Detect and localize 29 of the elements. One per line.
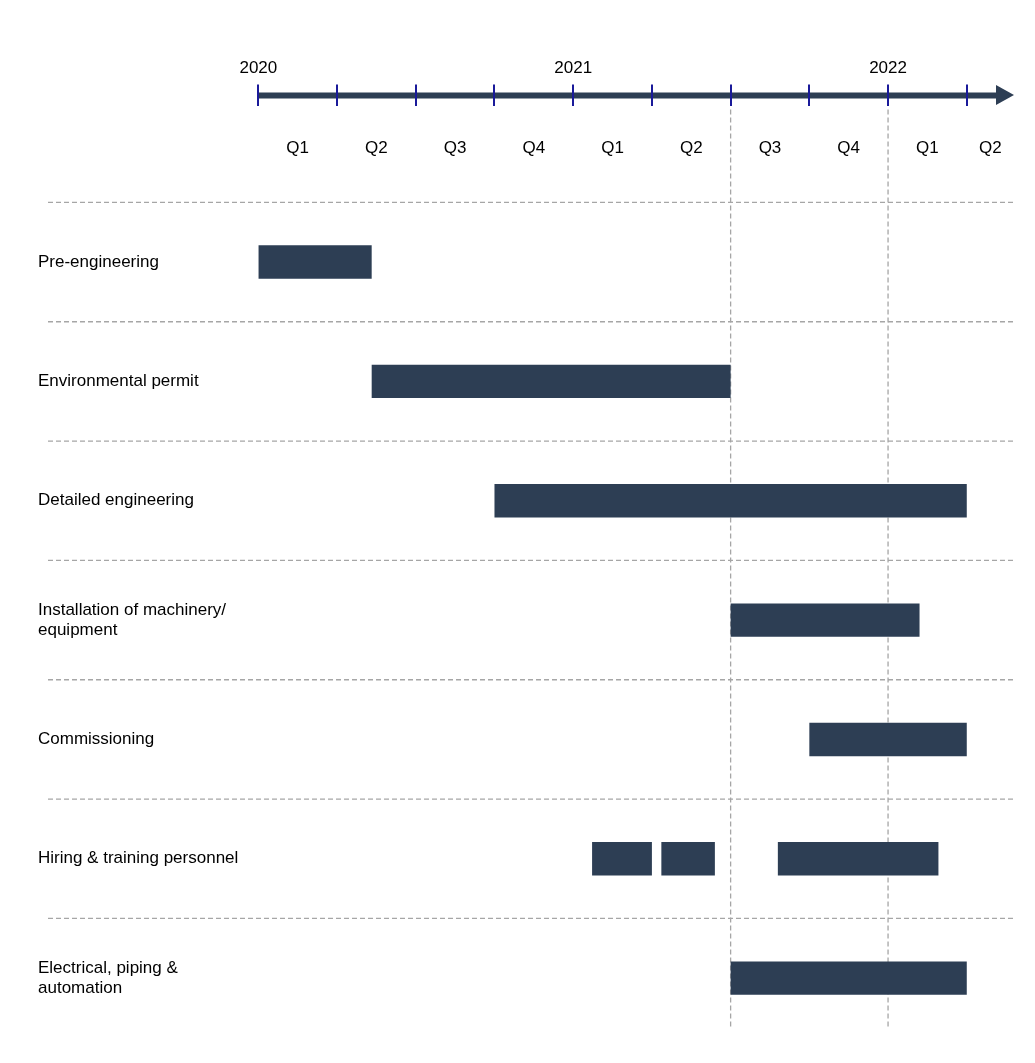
annotation: Q2 xyxy=(365,138,388,158)
bar xyxy=(730,603,920,637)
bar xyxy=(371,364,731,399)
annotation: Q3 xyxy=(443,138,467,158)
annotation: Q1 xyxy=(916,138,939,158)
y-tick-label: Environmental permit xyxy=(38,371,199,391)
y-tick-label: Pre-engineering xyxy=(38,251,159,271)
annotation: Q1 xyxy=(286,138,310,158)
bar xyxy=(809,722,967,757)
y-tick-label: Electrical, piping & automation xyxy=(38,957,179,998)
annotation: Q4 xyxy=(837,138,861,158)
bar xyxy=(730,961,967,995)
annotation: Q4 xyxy=(522,138,546,158)
bar xyxy=(494,484,967,518)
y-tick-label: Installation of machinery/ equipment xyxy=(38,599,227,639)
x-tick-label: 2021 xyxy=(554,57,593,77)
x-tick-label: 2020 xyxy=(239,57,278,77)
x-tick-label: 2022 xyxy=(869,57,907,77)
annotation: Q2 xyxy=(679,138,703,158)
y-tick-label: Hiring & training personnel xyxy=(38,848,239,868)
bar xyxy=(258,245,372,279)
annotation: Q3 xyxy=(758,138,782,158)
y-tick-label: Commissioning xyxy=(38,729,155,749)
annotation: Q2 xyxy=(979,138,1002,158)
bar xyxy=(592,842,652,876)
bar xyxy=(777,842,939,876)
annotation: Q1 xyxy=(601,138,624,158)
bar xyxy=(661,842,715,876)
y-tick-label: Detailed engineering xyxy=(38,490,194,510)
